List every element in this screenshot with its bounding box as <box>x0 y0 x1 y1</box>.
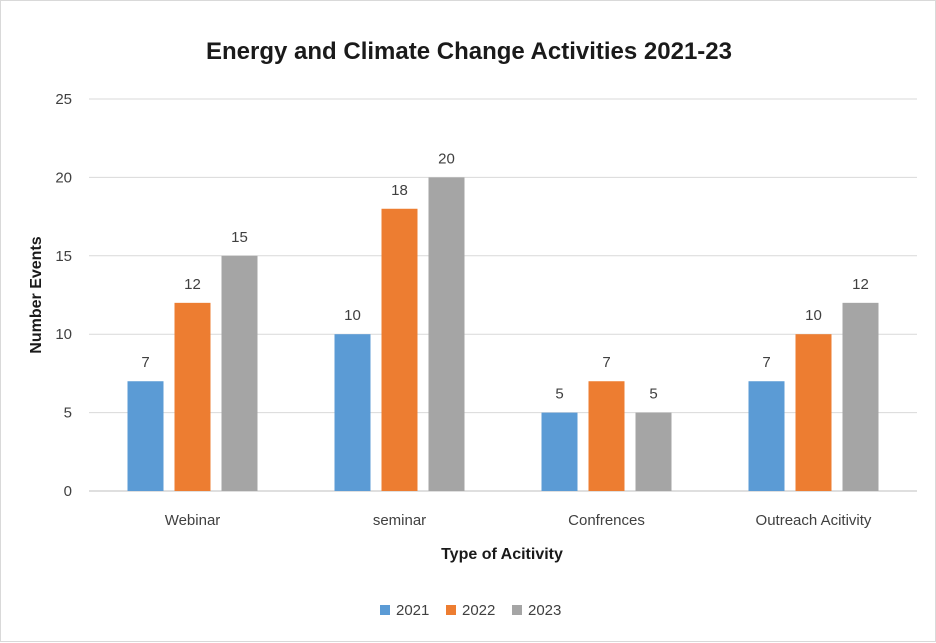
y-tick-label: 25 <box>55 91 72 108</box>
x-tick-label: Outreach Acitivity <box>756 512 872 529</box>
bar-2022-webinar <box>174 302 211 491</box>
data-label: 12 <box>184 276 201 293</box>
data-label: 12 <box>852 276 869 293</box>
y-tick-label: 0 <box>64 483 72 500</box>
legend-swatch <box>380 605 390 615</box>
data-labels: 7 12 15 10 18 20 5 7 5 7 10 12 <box>141 150 869 402</box>
bar-2021-seminar <box>334 334 371 491</box>
y-tick-label: 15 <box>55 248 72 265</box>
data-label: 20 <box>438 150 455 167</box>
legend-swatch <box>446 605 456 615</box>
bars <box>127 177 879 491</box>
x-tick-label: seminar <box>373 512 426 529</box>
data-label: 7 <box>602 354 610 371</box>
data-label: 15 <box>231 229 248 246</box>
x-tick-label: Confrences <box>568 512 645 529</box>
legend-label: 2022 <box>462 602 495 619</box>
bar-2021-confrences <box>541 412 578 491</box>
data-label: 18 <box>391 182 408 199</box>
data-label: 10 <box>344 307 361 324</box>
data-label: 7 <box>141 354 149 371</box>
legend: 2021 2022 2023 <box>380 602 561 619</box>
x-axis-title: Type of Acitivity <box>441 546 563 563</box>
bar-2023-webinar <box>221 255 258 491</box>
data-label: 5 <box>649 386 657 403</box>
x-axis-ticks: Webinar seminar Confrences Outreach Acitivi… <box>165 512 872 529</box>
bar-2023-seminar <box>428 177 465 491</box>
bar-2022-seminar <box>381 208 418 491</box>
y-axis-title: Number Events <box>28 236 45 353</box>
y-tick-label: 10 <box>55 326 72 343</box>
bar-2023-outreach-acitivity <box>842 302 879 491</box>
y-axis-ticks: 0 5 10 15 20 25 <box>55 91 72 500</box>
bar-2021-webinar <box>127 381 164 491</box>
bar-2022-confrences <box>588 381 625 491</box>
x-tick-label: Webinar <box>165 512 221 529</box>
data-label: 10 <box>805 307 822 324</box>
legend-label: 2021 <box>396 602 429 619</box>
bar-2023-confrences <box>635 412 672 491</box>
legend-label: 2023 <box>528 602 561 619</box>
bar-2022-outreach-acitivity <box>795 334 832 491</box>
chart-title: Energy and Climate Change Activities 202… <box>206 38 732 65</box>
legend-swatch <box>512 605 522 615</box>
bar-2021-outreach-acitivity <box>748 381 785 491</box>
gridlines <box>89 98 917 492</box>
data-label: 7 <box>762 354 770 371</box>
data-label: 5 <box>555 386 563 403</box>
y-tick-label: 5 <box>64 405 72 422</box>
y-tick-label: 20 <box>55 169 72 186</box>
